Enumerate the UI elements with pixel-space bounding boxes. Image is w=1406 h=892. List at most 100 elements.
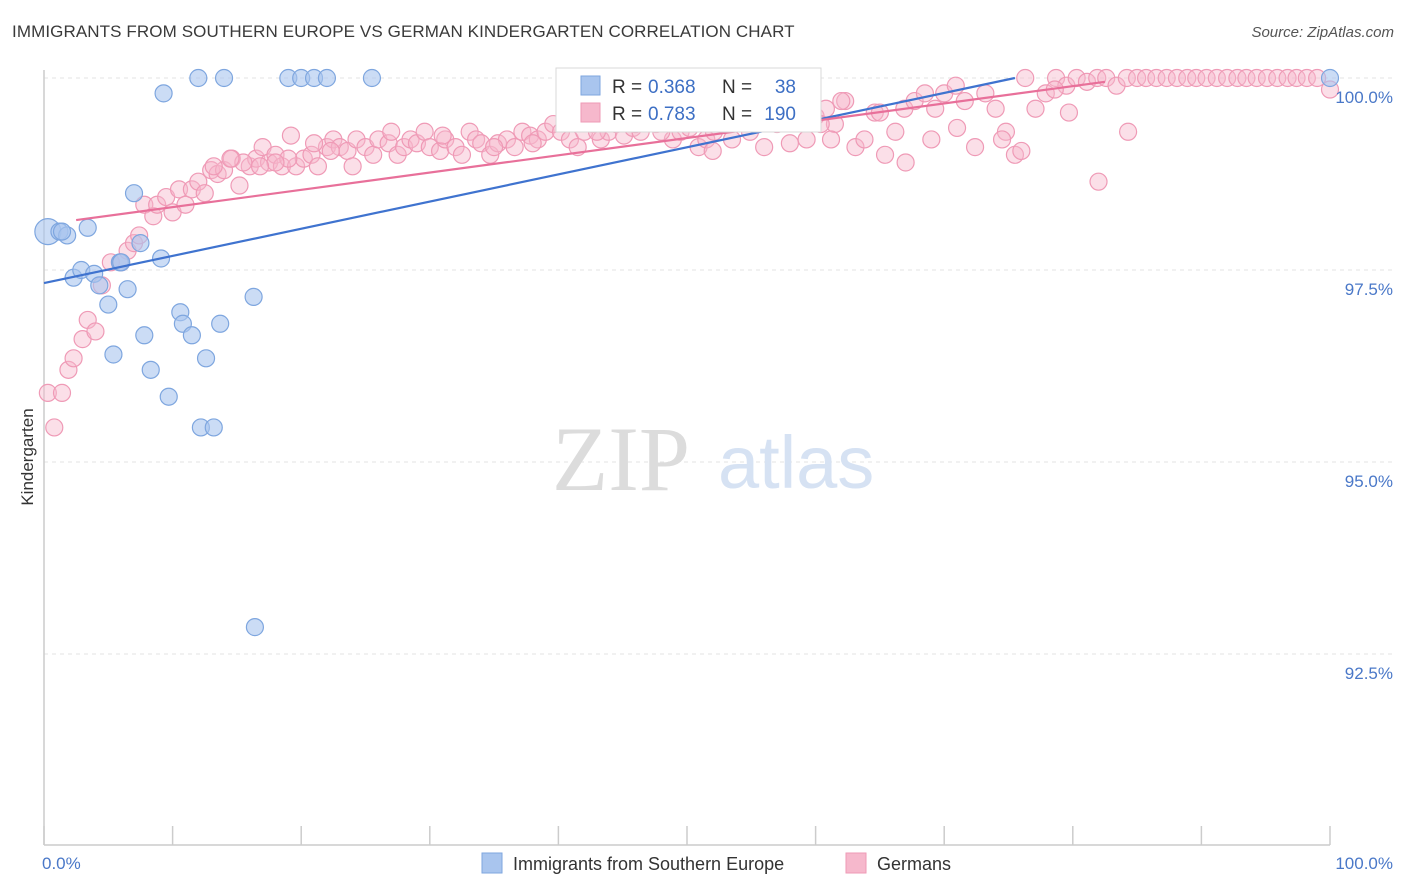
southern-europe-point [211, 314, 230, 333]
legend-pink-swatch [845, 852, 867, 874]
germans-point [144, 207, 163, 226]
southern-europe-point [99, 295, 118, 314]
germans-point [382, 122, 401, 141]
southern-europe-point [131, 234, 150, 253]
southern-europe-point [204, 418, 223, 437]
legend-blue-label: Immigrants from Southern Europe [513, 854, 784, 874]
stats-blue-n-value: 38 [775, 77, 796, 98]
southern-europe-point [244, 287, 263, 306]
southern-europe-points [34, 68, 1340, 637]
southern-europe-point [135, 326, 154, 345]
germans-point [364, 145, 383, 164]
southern-europe-point [245, 618, 265, 637]
germans-point [832, 91, 851, 111]
germans-point [308, 157, 328, 176]
southern-europe-point [189, 68, 208, 88]
southern-europe-point [90, 276, 109, 295]
watermark-atlas: atlas [718, 421, 874, 504]
germans-point [1012, 141, 1031, 161]
stats-pink-swatch [580, 102, 601, 123]
germans-point [797, 130, 816, 149]
germans-point [420, 138, 439, 157]
germans-point [1197, 68, 1216, 88]
germans-point [1016, 68, 1035, 88]
germans-point [1117, 68, 1136, 88]
germans-point [250, 157, 270, 176]
germans-point [836, 91, 855, 111]
legend-blue-swatch [481, 852, 503, 874]
germans-point [169, 180, 189, 199]
y-tick-label: 92.5% [1345, 664, 1393, 683]
germans-point [1046, 68, 1066, 88]
germans-point [1257, 68, 1277, 88]
stats-blue-r-label: R = [612, 77, 642, 98]
southern-europe-point [214, 68, 234, 88]
germans-point [415, 122, 434, 141]
germans-point [195, 184, 214, 203]
stats-blue-swatch [580, 75, 601, 96]
germans-point [302, 145, 321, 164]
germans-point [755, 138, 774, 157]
stats-pink-r-value: 0.783 [648, 104, 696, 125]
germans-point [1207, 68, 1226, 88]
germans-point [1107, 76, 1126, 95]
germans-point [266, 153, 285, 172]
germans-point [1297, 68, 1316, 88]
germans-point [875, 145, 895, 164]
germans-point [922, 130, 941, 149]
germans-point [1089, 172, 1108, 191]
germans-point [1077, 72, 1097, 91]
germans-point [703, 141, 722, 161]
x-ticks [43, 826, 1331, 845]
stats-pink-n-label: N = [722, 104, 752, 125]
germans-point [1059, 103, 1079, 122]
germans-point [64, 349, 83, 368]
germans-point [485, 138, 504, 157]
germans-point [45, 418, 64, 437]
germans-point [221, 149, 240, 168]
southern-europe-point [52, 222, 72, 241]
germans-point [189, 172, 208, 191]
germans-point [230, 176, 249, 195]
y-tick-labels: 100.0% 97.5% 95.0% 92.5% [1335, 88, 1393, 683]
germans-point [986, 99, 1005, 118]
southern-europe-point [124, 184, 144, 203]
germans-point [780, 134, 799, 153]
germans-point [1247, 68, 1266, 88]
x-tick-label-min: 0.0% [42, 854, 81, 873]
germans-point [855, 130, 874, 149]
stats-blue-n-label: N = [722, 77, 752, 98]
germans-point [896, 153, 915, 172]
germans-point [343, 157, 362, 176]
stats-blue-r-value: 0.368 [648, 77, 696, 98]
germans-point [505, 138, 524, 157]
southern-europe-point [78, 218, 97, 237]
germans-point [1147, 68, 1166, 88]
southern-europe-point [196, 349, 216, 368]
y-tick-label: 97.5% [1345, 280, 1393, 299]
southern-europe-point [118, 280, 137, 299]
germans-trend-line [76, 80, 1106, 222]
germans-point [38, 383, 57, 402]
germans-point [1218, 68, 1237, 88]
y-tick-label: 100.0% [1335, 88, 1393, 107]
chart-source: Source: ZipAtlas.com [1251, 24, 1394, 41]
y-axis-title: Kindergarten [18, 408, 37, 505]
germans-point [52, 383, 72, 402]
germans-point [523, 134, 542, 153]
southern-europe-point [362, 68, 382, 88]
germans-point [1268, 68, 1287, 88]
germans-point [1237, 68, 1256, 88]
germans-point [286, 157, 306, 176]
trend-lines [43, 76, 1106, 285]
germans-point [1167, 68, 1187, 88]
germans-point [281, 126, 301, 145]
germans-point [536, 122, 555, 141]
stats-box: R = 0.368 N = 38 R = 0.783 N = 190 [555, 67, 822, 133]
germans-point [1187, 68, 1206, 88]
southern-europe-point [1320, 68, 1340, 88]
southern-europe-point [104, 345, 123, 364]
germans-point [1137, 68, 1156, 88]
germans-point [59, 360, 78, 379]
